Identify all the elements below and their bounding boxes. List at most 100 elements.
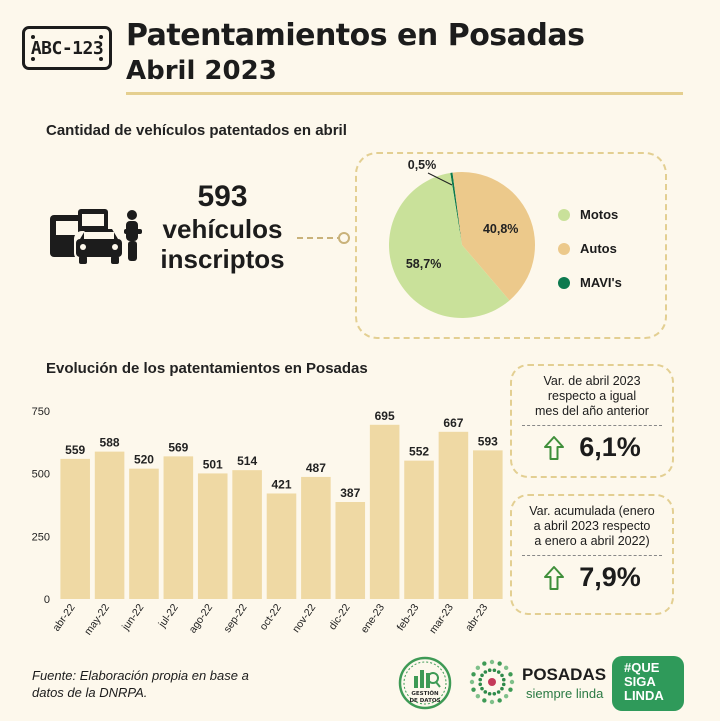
- bar-dic-22: [335, 501, 366, 599]
- variation-label: Var. acumulada (enero a abril 2023 respe…: [512, 504, 672, 549]
- bar-mar-23: [438, 431, 469, 599]
- bar-oct-22: [266, 493, 297, 599]
- bar-ene-23: [369, 424, 400, 599]
- gestion-datos-label: GESTIÓN DE DATOS: [398, 691, 452, 705]
- gestion-label-line: GESTIÓN: [411, 691, 439, 697]
- license-plate-icon: ABC-123: [22, 26, 112, 70]
- pie-legend: Motos Autos MAVI's: [558, 206, 622, 308]
- variation-divider: [522, 555, 662, 556]
- bar-value-label: 559: [65, 443, 85, 457]
- connector-line: [297, 237, 343, 239]
- pie-leader-line: [427, 172, 453, 186]
- bar-value-label: 569: [168, 440, 188, 454]
- source-line: datos de la DNRPA.: [32, 685, 148, 700]
- y-tick-label: 500: [32, 469, 50, 481]
- bar-abr-23: [473, 450, 503, 599]
- arrow-up-icon: [544, 565, 565, 590]
- vehicles-icon: [50, 209, 142, 264]
- vehicle-count-block: 593 vehículos inscriptos: [150, 180, 295, 274]
- bar-feb-23: [404, 460, 434, 599]
- x-tick-label: jul-22: [156, 602, 181, 631]
- qsl-line: #QUE: [624, 660, 660, 675]
- posadas-flower-logo: [469, 659, 515, 705]
- title-line-1: Patentamientos en Posadas: [126, 18, 585, 53]
- title-divider: [126, 92, 683, 95]
- x-tick-label: sep-22: [221, 602, 249, 635]
- pie-chart-panel: [355, 152, 667, 339]
- bar-nov-22: [301, 476, 331, 599]
- bar-jun-22: [129, 468, 159, 599]
- x-tick-label: mar-23: [427, 602, 456, 636]
- x-tick-label: abr-23: [463, 602, 490, 634]
- bar-value-label: 552: [409, 445, 429, 459]
- legend-label: MAVI's: [580, 275, 622, 290]
- bar-value-label: 695: [375, 409, 395, 423]
- x-tick-label: abr-22: [50, 602, 77, 634]
- arrow-up-icon: [544, 435, 565, 460]
- pie-value-label: 58,7%: [406, 257, 441, 271]
- x-tick-label: oct-22: [257, 602, 284, 633]
- variation-label-line: mes del año anterior: [535, 404, 649, 418]
- bar-value-label: 588: [100, 436, 120, 450]
- gestion-label-line: DE DATOS: [409, 698, 441, 704]
- variation-value: 6,1%: [579, 432, 641, 462]
- page-title: Patentamientos en Posadas Abril 2023: [126, 18, 585, 88]
- legend-swatch: [558, 276, 570, 289]
- variation-label-line: a enero a abril 2022): [534, 534, 650, 548]
- y-tick-label: 0: [44, 594, 50, 606]
- pie-slice-motos: [389, 172, 510, 318]
- y-tick-label: 250: [32, 531, 50, 543]
- plate-text: ABC-123: [30, 37, 104, 59]
- bar-value-label: 520: [134, 453, 154, 467]
- pie-slice-autos: [452, 172, 535, 301]
- variation-label-line: Var. acumulada (enero: [529, 504, 655, 518]
- connector-dot: [338, 232, 350, 244]
- x-tick-label: nov-22: [290, 602, 318, 635]
- variation-divider: [522, 425, 662, 426]
- x-tick-label: feb-23: [395, 602, 422, 633]
- source-line: Fuente: Elaboración propia en base a: [32, 668, 249, 683]
- bar-value-label: 487: [306, 461, 326, 475]
- bar-value-label: 387: [340, 486, 360, 500]
- bar-value-label: 514: [237, 454, 257, 468]
- vehicle-count-label-2: inscriptos: [160, 244, 285, 274]
- bar-value-label: 667: [443, 416, 463, 430]
- qsl-line: SIGA: [624, 674, 656, 689]
- bar-chart: 0 250 500 750 559 abr-22 588 may-22 520 jun-22 569…: [32, 406, 503, 638]
- bar-may-22: [94, 451, 125, 599]
- y-tick-label: 750: [32, 406, 50, 418]
- pie-chart: 0,5% 40,8% 58,7%: [389, 158, 535, 318]
- variation-box-monthly: Var. de abril 2023 respecto a igual mes …: [510, 364, 674, 478]
- bar-jul-22: [163, 456, 194, 599]
- bar-sep-22: [232, 470, 262, 599]
- summary-section-title: Cantidad de vehículos patentados en abri…: [46, 122, 347, 139]
- legend-swatch: [558, 242, 570, 255]
- legend-item: Motos: [558, 206, 622, 223]
- bar-chart-title: Evolución de los patentamientos en Posad…: [46, 360, 368, 377]
- x-tick-label: ago-22: [187, 602, 216, 636]
- posadas-tagline: siempre linda: [526, 686, 604, 701]
- pie-value-label: 40,8%: [483, 222, 518, 236]
- qsl-line: LINDA: [624, 688, 664, 703]
- bar-abr-22: [60, 458, 90, 599]
- posadas-brand-name: POSADAS: [522, 665, 607, 684]
- bar-value-label: 421: [271, 477, 291, 491]
- x-tick-label: may-22: [82, 602, 112, 638]
- que-siga-linda-logo: #QUE SIGA LINDA: [612, 656, 684, 711]
- variation-label-line: Var. de abril 2023: [543, 374, 641, 388]
- x-tick-label: dic-22: [326, 602, 352, 632]
- legend-label: Motos: [580, 207, 619, 222]
- title-line-2: Abril 2023: [126, 56, 277, 86]
- pie-slice-mavis: [450, 172, 462, 245]
- vehicle-count: 593: [197, 180, 248, 213]
- bar-value-label: 593: [478, 434, 498, 448]
- variation-label-line: respecto a igual: [547, 389, 637, 403]
- legend-label: Autos: [580, 241, 617, 256]
- variation-value: 7,9%: [579, 562, 641, 592]
- bar-ago-22: [197, 473, 228, 599]
- variation-label-line: a abril 2023 respecto: [533, 519, 651, 533]
- source-note: Fuente: Elaboración propia en base a dat…: [32, 667, 292, 701]
- x-tick-label: jun-22: [119, 602, 146, 634]
- vehicle-count-label-1: vehículos: [162, 214, 283, 244]
- legend-item: MAVI's: [558, 274, 622, 291]
